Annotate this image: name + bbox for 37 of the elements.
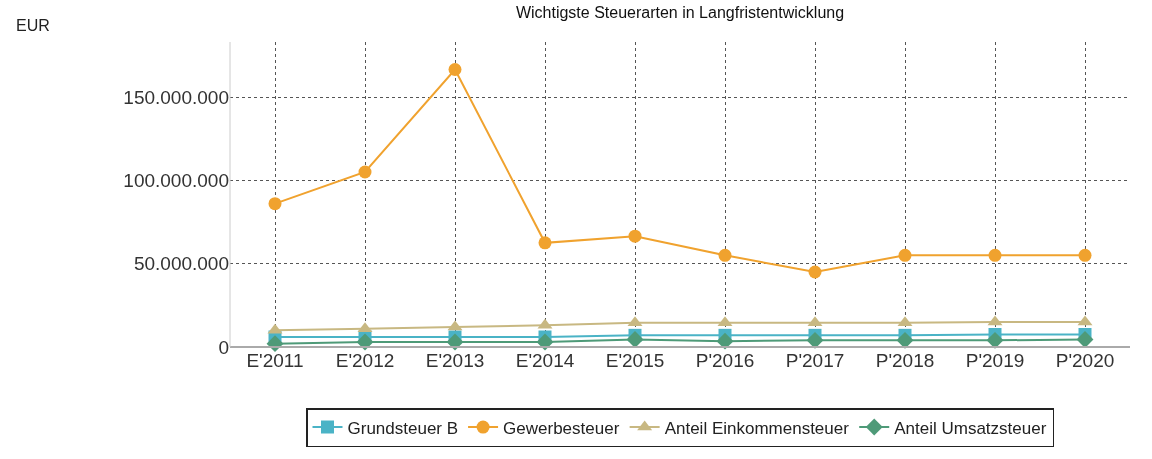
x-tick-label: E'2011 — [246, 350, 304, 371]
x-tick-label: E'2013 — [425, 350, 485, 371]
x-tick-label: P'2018 — [875, 350, 935, 371]
x-tick-label: P'2017 — [785, 350, 845, 371]
y-tick-label: 150.000.000 — [123, 86, 229, 108]
point — [808, 265, 822, 279]
point — [356, 333, 374, 351]
point — [986, 331, 1004, 349]
y-tick-label: 100.000.000 — [123, 169, 229, 191]
point — [716, 332, 734, 350]
point — [898, 248, 912, 262]
x-tick-label: E'2015 — [605, 350, 665, 371]
legend-label: Gewerbesteuer — [503, 418, 620, 438]
x-tick-label: P'2020 — [1055, 350, 1115, 371]
point — [806, 331, 824, 349]
point — [538, 236, 552, 250]
y-axis-title: EUR — [16, 17, 50, 34]
x-tick-label: E'2014 — [515, 350, 575, 371]
point — [896, 331, 914, 349]
point — [988, 248, 1002, 262]
point — [718, 248, 732, 262]
legend-label: Grundsteuer B — [347, 418, 459, 438]
legend-label: Anteil Umsatzsteuer — [894, 418, 1047, 438]
y-tick-label: 0 — [218, 336, 229, 358]
x-tick-label: E'2012 — [335, 350, 395, 371]
point — [628, 229, 642, 243]
point — [446, 333, 464, 351]
y-tick-label: 50.000.000 — [133, 253, 229, 275]
point — [536, 333, 554, 351]
point — [448, 63, 462, 76]
point — [1078, 248, 1092, 262]
x-tick-label: P'2016 — [695, 350, 755, 371]
x-tick-label: P'2019 — [965, 350, 1025, 371]
point — [268, 197, 282, 211]
legend-label: Anteil Einkommensteuer — [664, 418, 850, 438]
chart-title: Wichtigste Steuerarten in Langfristentwicklung — [515, 4, 845, 22]
point — [358, 165, 372, 179]
